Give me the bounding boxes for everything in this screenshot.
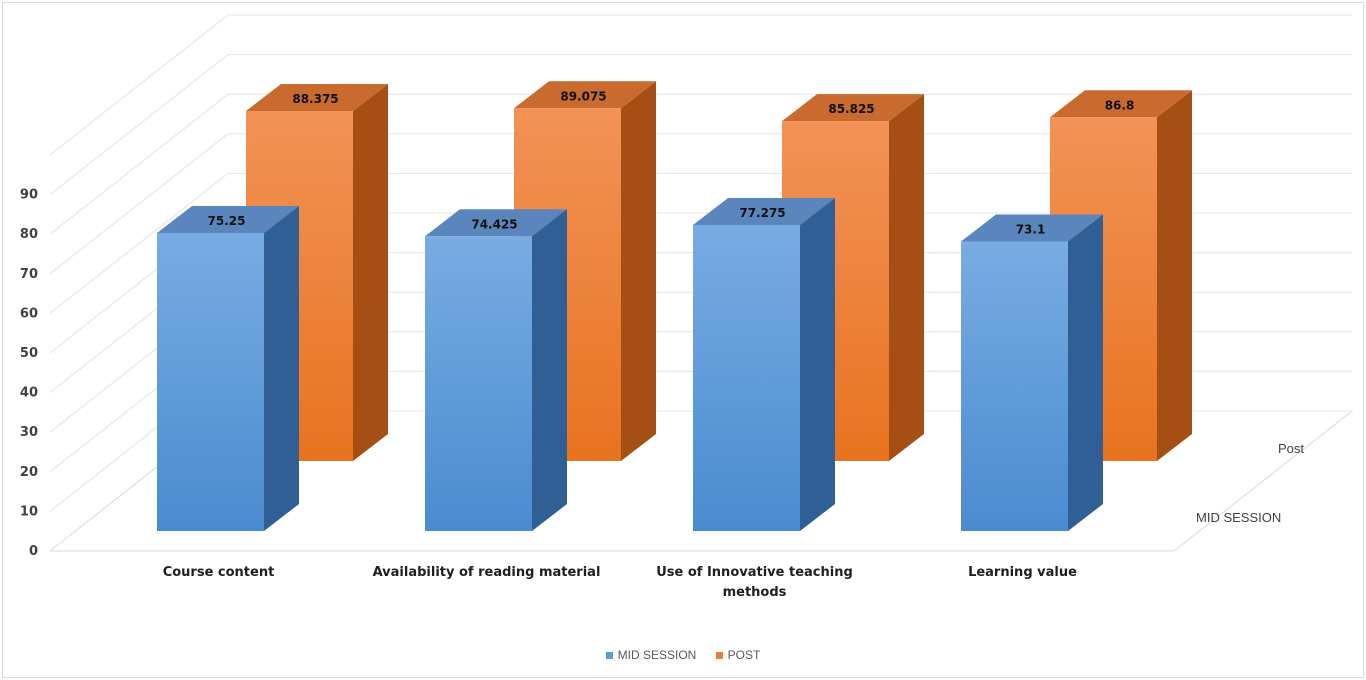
data-label-post: 88.375 xyxy=(292,92,338,106)
bar-mid-session-side xyxy=(1068,214,1103,532)
y-tick-label: 30 xyxy=(20,425,38,440)
y-tick-label: 80 xyxy=(20,227,38,242)
category-label: Availability of reading material xyxy=(373,565,601,580)
y-tick-label: 10 xyxy=(20,504,38,519)
bar-post-top xyxy=(782,94,924,122)
bar-mid-session-side xyxy=(800,197,835,531)
legend-swatch-mid-session xyxy=(605,652,613,660)
y-tick-label: 0 xyxy=(29,544,38,559)
data-label-mid-session: 74.425 xyxy=(471,217,517,231)
bar-mid-session-top xyxy=(693,197,835,225)
bar-mid-session-top xyxy=(157,206,299,234)
y-tick-label: 60 xyxy=(20,306,38,321)
bar-mid-session xyxy=(961,241,1068,532)
data-label-mid-session: 75.25 xyxy=(208,214,246,228)
bar-mid-session xyxy=(693,224,800,531)
category-label: methods xyxy=(723,585,787,600)
category-label: Learning value xyxy=(968,565,1077,580)
data-label-post: 85.825 xyxy=(828,102,874,116)
bar-mid-session-side xyxy=(264,206,299,531)
y-tick-label: 70 xyxy=(20,267,38,282)
gridline-side xyxy=(49,133,229,275)
data-label-post: 89.075 xyxy=(560,89,606,103)
y-tick-label: 40 xyxy=(20,386,38,401)
bar-post-side xyxy=(889,94,924,462)
bar-mid-session-side xyxy=(532,209,567,532)
legend-item-post: POST xyxy=(715,648,761,662)
legend: MID SESSION POST xyxy=(0,648,1366,662)
legend-swatch-post xyxy=(715,652,723,660)
bar-mid-session xyxy=(425,236,532,532)
bar-chart-3d: 0 10 20 30 40 50 60 70 80 90 88.375 89.075 85.825 86.… xyxy=(20,14,1354,600)
data-label-mid-session: 73.1 xyxy=(1016,223,1046,237)
y-tick-label: 50 xyxy=(20,346,38,361)
legend-label-post: POST xyxy=(727,648,761,662)
bar-mid-session-top xyxy=(425,209,567,237)
chart-labels: 0 10 20 30 40 50 60 70 80 90 88.375 89.075 85.825 86.… xyxy=(20,89,1304,600)
bar-post-side xyxy=(353,84,388,461)
bar-mid-session xyxy=(157,233,264,531)
data-label-post: 86.8 xyxy=(1105,98,1135,112)
bar-post-side xyxy=(1157,90,1192,461)
gridline-side xyxy=(49,14,229,156)
y-tick-label: 20 xyxy=(20,465,38,480)
chart-bars xyxy=(157,81,1192,532)
legend-label-mid-session: MID SESSION xyxy=(617,648,697,662)
bar-post-top xyxy=(246,84,388,112)
depth-label-post: Post xyxy=(1278,441,1304,456)
bar-mid-session-top xyxy=(961,214,1103,242)
legend-item-mid-session: MID SESSION xyxy=(605,648,697,662)
gridline-side xyxy=(49,173,229,314)
bar-post-top xyxy=(1050,90,1192,118)
depth-label-mid-session: MID SESSION xyxy=(1196,510,1281,525)
gridline-side xyxy=(49,54,229,195)
gridline-side xyxy=(49,93,229,235)
category-label: Course content xyxy=(163,565,275,580)
bar-post-top xyxy=(514,81,656,109)
y-tick-label: 90 xyxy=(20,188,38,203)
data-label-mid-session: 77.275 xyxy=(739,206,785,220)
bar-post-side xyxy=(621,81,656,461)
category-label: Use of Innovative teaching xyxy=(656,565,853,580)
